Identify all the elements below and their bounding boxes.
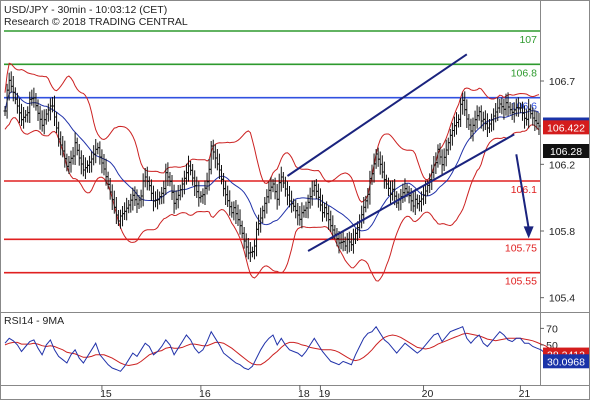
rsi-tick-label: 50 [546,340,558,352]
price-tag-label: 106.422 [547,122,585,134]
rsi-tag-label: 30.0968 [547,356,585,368]
channel-line [286,53,468,177]
price-tick-label: 105.4 [549,293,575,305]
forecast-arrow-head [523,226,534,239]
channel-line [307,133,515,252]
time-tick-label: 19 [319,388,331,400]
level-label: 106.1 [511,184,537,196]
price-tick-label: 106.7 [549,76,575,88]
rsi-panel [4,325,554,372]
time-tick-label: 16 [199,388,211,400]
chart-subtitle: Research © 2018 TRADING CENTRAL [4,16,188,28]
lower-band [4,117,540,282]
trend-channel [286,53,534,252]
upper-band [4,62,540,203]
rsi-label: RSI14 - 9MA [4,315,64,327]
time-tick-label: 21 [519,388,531,400]
price-tick-label: 106.2 [549,159,575,171]
axes: 106.7106.2105.8105.4106.439106.422106.28… [100,76,589,400]
level-label: 107 [519,34,537,46]
price-tag [543,120,589,135]
time-tick-label: 20 [422,388,434,400]
price-tick-label: 105.8 [549,226,575,238]
price-tag-label: 106.28 [550,146,582,158]
level-label: 105.75 [505,242,537,254]
rsi-tag [543,354,589,369]
price-tag [543,144,589,158]
rsi-line [4,325,554,372]
chart-title: USD/JPY - 30min - 10:03:12 (CET) [4,4,167,16]
level-label: 106.8 [511,67,537,79]
rsi-tick-label: 70 [546,323,558,335]
level-label: 105.55 [505,276,537,288]
forecast-arrow-shaft [515,154,530,229]
time-tick-label: 18 [298,388,310,400]
time-tick-label: 15 [100,388,112,400]
price-bars [3,71,541,262]
rsi-ma-line [4,332,554,367]
